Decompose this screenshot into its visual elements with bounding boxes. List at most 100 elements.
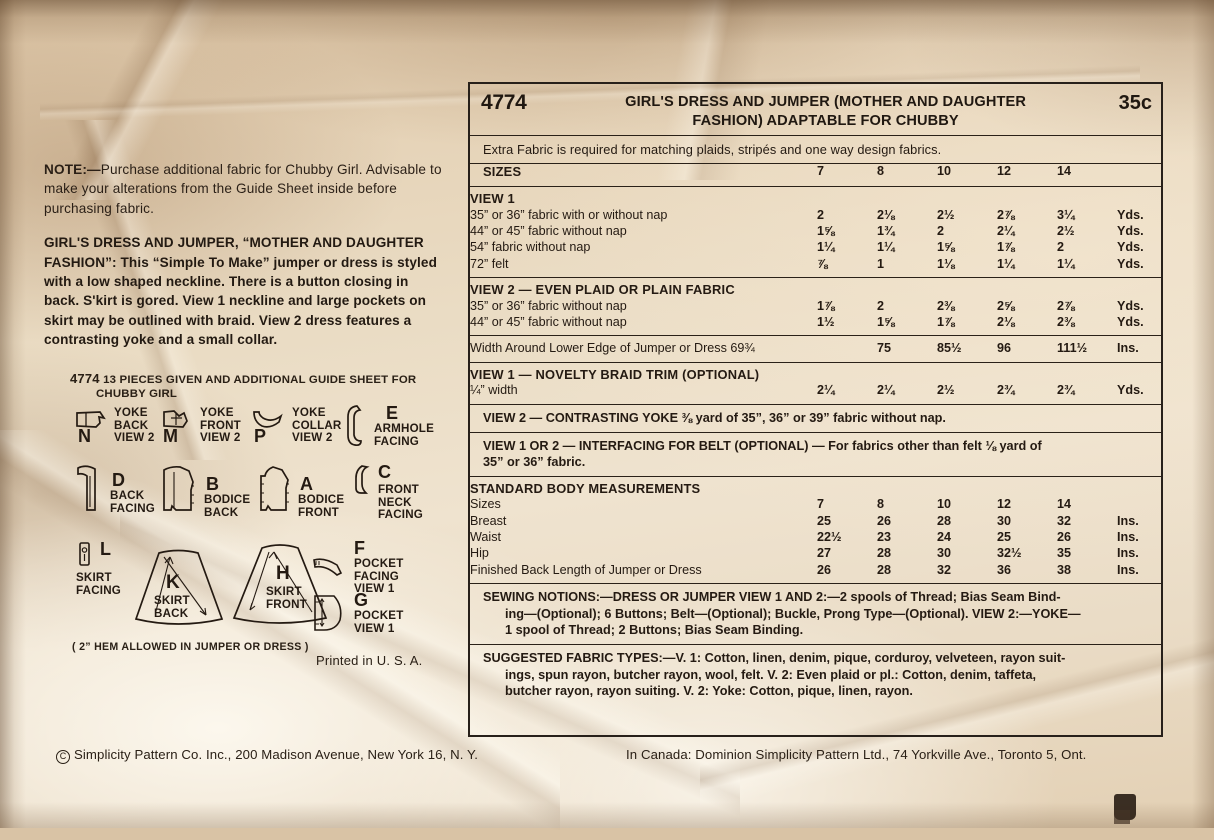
view1-yardage-table: VIEW 1 35” or 36” fabric with or without… — [470, 191, 1161, 273]
bm-row2-size8: 26 — [877, 513, 892, 528]
pattern-piece-F: F POCKET FACING VIEW 1 — [310, 538, 404, 596]
pattern-pieces-row-2: D BACK FACING B BODICE BACK — [74, 462, 444, 522]
table-row: 54” fabric without nap 1¼ 1¼ 1⅝ 1⅞ 2 Yds… — [470, 240, 1161, 256]
pattern-piece-M-line3: VIEW 2 — [200, 431, 241, 445]
pattern-piece-A-line2: FRONT — [298, 505, 339, 519]
view1-row2-size7: 1⅝ — [817, 223, 835, 238]
suggested-fabric-types-block: SUGGESTED FABRIC TYPES:—V. 1: Cotton, li… — [470, 645, 1161, 705]
pattern-piece-E-letter: E — [386, 403, 399, 423]
bm-row1-size7: 7 — [817, 497, 825, 512]
bm-row5-size7: 26 — [817, 562, 832, 577]
view1-row4-size8: 1 — [877, 256, 885, 271]
view2-row1-size14: 2⅞ — [1057, 298, 1075, 313]
extra-fabric-note: Extra Fabric is required for matching pl… — [483, 142, 942, 158]
width-around-size14: 111½ — [1057, 341, 1088, 356]
table-row: 44” or 45” fabric without nap 1⅝ 1¾ 2 2¼… — [470, 224, 1161, 240]
braid-trim-table: VIEW 1 — NOVELTY BRAID TRIM (OPTIONAL) ¼… — [470, 367, 1161, 401]
pattern-piece-H-label: SKIRT FRONT — [266, 585, 307, 611]
view1-row4-size10: 1⅛ — [937, 256, 955, 271]
width-around-table: Width Around Lower Edge of Jumper or Dre… — [470, 341, 1161, 357]
pattern-piece-E-line1: ARMHOLE — [374, 422, 435, 435]
interfacing-note-line1: VIEW 1 OR 2 — INTERFACING FOR BELT (OPTI… — [483, 438, 1042, 453]
bm-row3-size14: 26 — [1057, 530, 1072, 545]
pattern-piece-C-label: C FRONT NECK FACING — [378, 462, 423, 522]
note-lead-label: NOTE:— — [44, 162, 101, 177]
pattern-title-line-1: GIRL'S DRESS AND JUMPER (MOTHER AND DAUG… — [625, 94, 1026, 110]
view2-row2-size14: 2⅜ — [1057, 314, 1075, 329]
pattern-piece-A: A BODICE FRONT — [256, 462, 352, 519]
pattern-piece-D-letter: D — [112, 470, 126, 490]
pattern-title: GIRL'S DRESS AND JUMPER (MOTHER AND DAUG… — [527, 91, 1119, 130]
sizes-header-table: SIZES 7 8 10 12 14 — [470, 164, 1161, 186]
pattern-pieces-row-1: N YOKE BACK VIEW 2 M YOKE FRONT VIEW 2 — [74, 404, 440, 450]
bm-row4-size10: 30 — [937, 546, 952, 561]
printed-in-usa-label: Printed in U. S. A. — [316, 653, 423, 668]
divider — [470, 431, 1161, 433]
bm-row5-unit: Ins. — [1117, 562, 1139, 577]
view1-row1-size12: 2⅞ — [997, 207, 1015, 222]
dark-smudge-nick — [1114, 810, 1130, 824]
bm-row4-size8: 28 — [877, 546, 892, 561]
view2-row2-unit: Yds. — [1117, 314, 1144, 329]
yoke-front-shape-icon: M — [160, 404, 200, 446]
pattern-piece-F-line3: VIEW 1 — [354, 582, 395, 596]
braid-size8: 2¼ — [877, 383, 895, 398]
view2-row1-size12: 2⅝ — [997, 298, 1015, 313]
view1-row1-size14: 3¼ — [1057, 207, 1075, 222]
pattern-piece-C-line1: FRONT — [378, 483, 419, 496]
pattern-piece-G-line2: VIEW 1 — [354, 621, 395, 635]
bm-row1-size10: 10 — [937, 497, 952, 512]
pattern-piece-C: C FRONT NECK FACING — [352, 462, 444, 522]
width-around-size12: 96 — [997, 341, 1012, 356]
view1-row2-size8: 1¾ — [877, 223, 895, 238]
fabric-types-line1: SUGGESTED FABRIC TYPES:—V. 1: Cotton, li… — [483, 651, 1066, 665]
pattern-piece-A-letter: A — [300, 474, 314, 494]
table-row: Sizes 7 8 10 12 14 — [470, 497, 1161, 513]
pattern-piece-K-line2: BACK — [154, 606, 189, 620]
view1-row3-size7: 1¼ — [817, 240, 835, 255]
view1-row2-size10: 2 — [937, 223, 945, 238]
pattern-piece-F-letter: F — [354, 538, 366, 558]
pattern-piece-B-line1: BODICE — [204, 493, 251, 506]
view2-row2-size10: 1⅞ — [937, 314, 955, 329]
pattern-piece-C-line3: FACING — [378, 508, 423, 522]
bm-row5-size8: 28 — [877, 562, 892, 577]
pattern-piece-P-letter: P — [254, 426, 267, 446]
bm-row3-unit: Ins. — [1117, 530, 1139, 545]
braid-size14: 2¾ — [1057, 383, 1075, 398]
width-around-size10: 85½ — [937, 341, 962, 356]
table-row: 72” felt ⅞ 1 1⅛ 1¼ 1¼ Yds. — [470, 257, 1161, 273]
pattern-piece-P: P YOKE COLLAR VIEW 2 — [250, 404, 344, 446]
pattern-piece-L-letter: L — [100, 539, 111, 559]
bm-row5-size10: 32 — [937, 562, 952, 577]
size-col-7: 7 — [817, 164, 825, 179]
bm-row1-size14: 14 — [1057, 497, 1072, 512]
view1-row3-size10: 1⅝ — [937, 240, 955, 255]
view1-row1-size8: 2⅛ — [877, 207, 895, 222]
divider — [470, 135, 1161, 137]
pattern-piece-L-line2: FACING — [76, 583, 121, 597]
size-unit-blank — [1117, 164, 1161, 186]
bodice-front-shape-icon — [256, 462, 298, 518]
pattern-piece-G-letter: G — [354, 590, 369, 610]
pattern-piece-N-line3: VIEW 2 — [114, 431, 155, 445]
view1-row3-unit: Yds. — [1117, 240, 1144, 255]
view1-row3-label: 54” fabric without nap — [470, 240, 591, 255]
paper-edge-shadow-right — [1192, 0, 1214, 828]
sizes-label: SIZES — [483, 164, 522, 180]
hem-allowance-note: ( 2” HEM ALLOWED IN JUMPER OR DRESS ) — [72, 641, 309, 653]
pattern-piece-B-label: B BODICE BACK — [204, 462, 250, 519]
view1-row4-size7: ⅞ — [817, 256, 828, 271]
dark-smudge-mark — [1114, 794, 1136, 824]
pattern-piece-N-line1: YOKE — [114, 406, 148, 419]
pattern-piece-H-line2: FRONT — [266, 597, 307, 611]
view2-row2-label: 44” or 45” fabric without nap — [470, 314, 627, 329]
pattern-piece-K-line1: SKIRT — [154, 594, 190, 607]
pattern-piece-K-letter: K — [166, 572, 180, 593]
garment-description: GIRL'S DRESS AND JUMPER, “MOTHER AND DAU… — [44, 233, 444, 349]
bm-row2-size14: 32 — [1057, 513, 1072, 528]
width-around-size8: 75 — [877, 341, 892, 356]
pattern-piece-K-label: SKIRT BACK — [154, 594, 190, 620]
pattern-piece-L-line1: SKIRT — [76, 571, 112, 584]
table-row: Finished Back Length of Jumper or Dress … — [470, 563, 1161, 579]
